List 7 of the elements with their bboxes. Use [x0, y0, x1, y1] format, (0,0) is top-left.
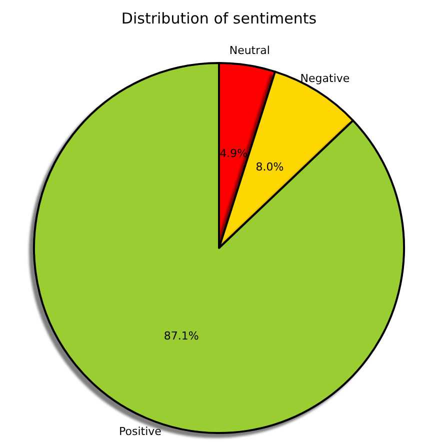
slice-label: Positive — [119, 425, 162, 438]
data-label: 8.0% — [256, 160, 284, 174]
chart-title: Distribution of sentiments — [121, 10, 317, 28]
data-label: 4.9% — [220, 147, 248, 160]
slice-label: Neutral — [229, 44, 270, 58]
slice-label: Negative — [300, 72, 350, 86]
data-label: 87.1% — [164, 329, 199, 342]
